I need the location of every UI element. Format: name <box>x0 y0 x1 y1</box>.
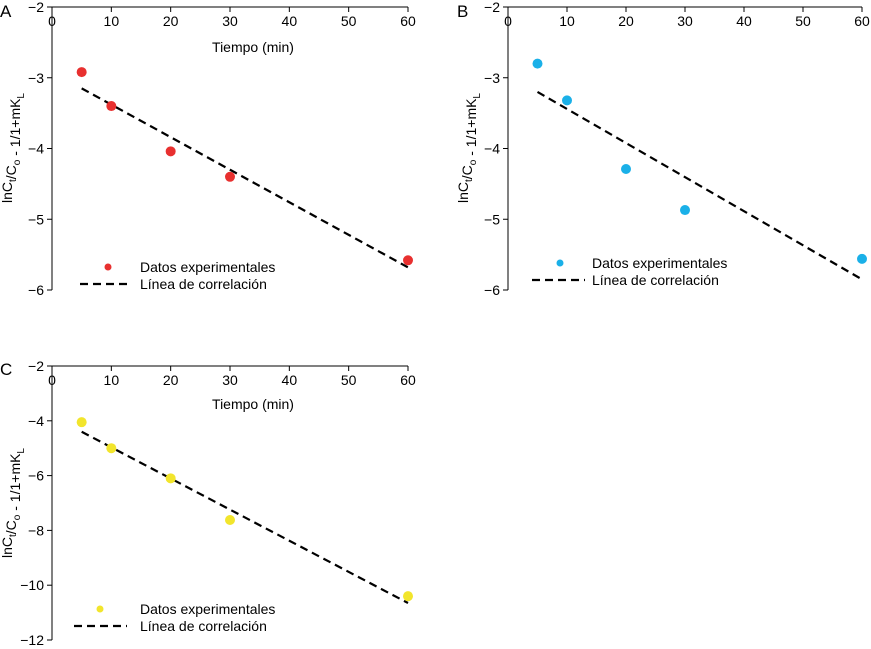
panel-a-x-tick-label: 0 <box>48 13 56 29</box>
panel-b-data-point <box>562 95 572 106</box>
panel-c-data-point <box>225 514 235 525</box>
panel-c-correlation-line <box>81 430 409 604</box>
panel-a-data-point <box>403 255 413 266</box>
panel-c-data-point <box>106 443 117 454</box>
panel-c-y-tick-label: −4 <box>28 413 44 429</box>
panel-c-data-point <box>165 473 176 484</box>
panel-c-legend-label-data: Datos experimentales <box>140 601 275 617</box>
panel-a-legend-marker <box>104 263 112 271</box>
panel-a-correlation-line <box>81 87 409 269</box>
panel-a-legend-label-data: Datos experimentales <box>140 259 275 275</box>
panel-c: C 0 10 20 30 40 50 60 −2 −4 −6 −8 −10 −12 Tiempo (min)… <box>0 358 416 648</box>
panel-c-x-tick-label: 50 <box>341 372 357 388</box>
panel-a-x-tick-label: 60 <box>400 13 416 29</box>
panel-b-data-point <box>857 253 867 264</box>
panel-a-legend-label-fit: Línea de correlación <box>140 276 267 292</box>
panel-a-y-axis-title: lnCt/Co - 1/1+mKL <box>0 93 27 203</box>
panel-a: A 0 10 20 30 40 50 60 −2 −3 −4 −5 −6 Tiempo (min) lnCt… <box>0 0 416 298</box>
panel-b-y-tick-label: −2 <box>484 0 500 15</box>
panel-c-legend-label-fit: Línea de correlación <box>140 618 267 634</box>
panel-a-y-tick-label: −2 <box>28 0 44 15</box>
panel-b-y-tick-label: −5 <box>484 211 500 227</box>
panel-c-x-tick-label: 20 <box>163 372 179 388</box>
panel-c-data-point <box>403 591 413 602</box>
panel-a-data-point <box>76 67 87 78</box>
panel-c-x-tick-label: 40 <box>282 372 298 388</box>
panel-b-legend-marker <box>556 259 564 267</box>
panel-b-legend-label-fit: Línea de correlación <box>592 272 719 288</box>
panel-c-y-tick-label: −12 <box>20 632 44 648</box>
panel-a-x-tick-label: 20 <box>163 13 179 29</box>
panel-b-data-point <box>621 164 631 175</box>
panel-b-x-tick-label: 40 <box>736 13 752 29</box>
panel-b-data-point <box>680 205 690 216</box>
panel-c-x-axis-title: Tiempo (min) <box>212 396 294 412</box>
panel-c-y-axis-title: lnCt/Co - 1/1+mKL <box>0 448 27 558</box>
panel-b-letter: B <box>457 2 468 21</box>
panel-b-data-point <box>532 58 543 69</box>
panel-c-x-tick-label: 30 <box>222 372 238 388</box>
panel-b-x-tick-label: 0 <box>504 13 512 29</box>
panel-b-x-tick-label: 20 <box>618 13 634 29</box>
panel-a-data-point <box>165 146 176 157</box>
panel-c-y-tick-label: −2 <box>28 358 44 374</box>
panel-a-data-point <box>106 101 117 112</box>
panel-b-y-axis-title: lnCt/Co - 1/1+mKL <box>455 93 483 203</box>
panel-c-x-tick-label: 0 <box>48 372 56 388</box>
panel-c-x-tick-label: 60 <box>400 372 416 388</box>
panel-c-x-tick-label: 10 <box>104 372 120 388</box>
panel-c-legend-marker <box>96 605 104 613</box>
panel-b-x-tick-label: 50 <box>795 13 811 29</box>
panel-b-legend-label-data: Datos experimentales <box>592 255 727 271</box>
panel-b-x-tick-label: 10 <box>559 13 575 29</box>
panel-b-y-tick-label: −6 <box>484 282 500 298</box>
panel-b-correlation-line <box>536 90 863 281</box>
panel-c-letter: C <box>0 360 12 379</box>
panel-a-x-axis-title: Tiempo (min) <box>212 39 294 55</box>
panel-c-y-tick-label: −8 <box>28 522 44 538</box>
panel-a-y-tick-label: −5 <box>28 211 44 227</box>
panel-c-y-tick-label: −6 <box>28 468 44 484</box>
panel-a-x-tick-label: 50 <box>341 13 357 29</box>
panel-b-x-tick-label: 60 <box>854 13 870 29</box>
panel-a-y-tick-label: −3 <box>28 70 44 86</box>
panel-a-x-tick-label: 40 <box>282 13 298 29</box>
panel-c-data-point <box>76 417 87 428</box>
panel-a-x-tick-label: 30 <box>222 13 238 29</box>
panel-a-data-point <box>225 171 235 182</box>
panel-b-x-tick-label: 30 <box>677 13 693 29</box>
panel-b-y-tick-label: −3 <box>484 70 500 86</box>
panel-b-y-tick-label: −4 <box>484 141 500 157</box>
panel-a-x-tick-label: 10 <box>104 13 120 29</box>
panel-a-letter: A <box>0 2 12 21</box>
panel-c-y-tick-label: −10 <box>20 577 44 593</box>
panel-a-y-tick-label: −6 <box>28 282 44 298</box>
panel-b: B 0 10 20 30 40 50 60 −2 −3 −4 −5 −6 lnCt/Co - 1/1+mK… <box>455 0 870 298</box>
panel-a-y-tick-label: −4 <box>28 141 44 157</box>
